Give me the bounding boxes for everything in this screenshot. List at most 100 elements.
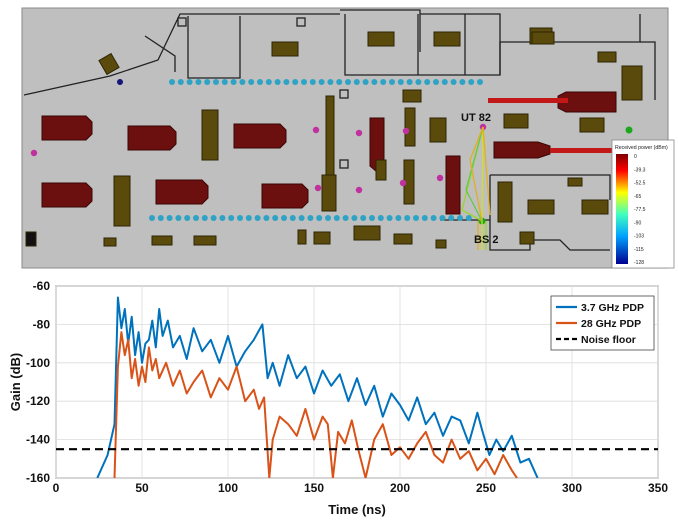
x-tick-labels: 0 50 100 150 200 250 300 350	[53, 481, 669, 495]
bs-label: BS 2	[474, 234, 498, 246]
access-point-dots	[149, 79, 483, 221]
access-point-dot	[448, 215, 455, 221]
access-point-dot	[219, 215, 226, 221]
access-point-dot	[457, 215, 463, 221]
machine	[41, 182, 93, 208]
access-point-dot	[186, 79, 193, 85]
legend: 3.7 GHz PDP 28 GHz PDP Noise floor	[550, 295, 655, 351]
x-tick-label: 300	[562, 481, 582, 495]
access-point-dot	[413, 215, 419, 221]
access-point-dot	[292, 79, 299, 85]
x-tick-label: 250	[476, 481, 496, 495]
access-point-dot	[345, 79, 351, 85]
colorbar-tick-label: -115	[634, 247, 644, 253]
x-tick-label: 0	[53, 481, 60, 495]
ray-paths	[461, 126, 491, 250]
y-tick-label: -80	[33, 317, 51, 331]
access-point-dot	[265, 79, 272, 85]
series-layer	[56, 296, 658, 478]
series-line-3-7-ghz-pdp	[96, 296, 539, 478]
access-point-dot	[450, 79, 457, 85]
y-tick-label: -120	[26, 394, 50, 408]
access-point-dot	[389, 79, 395, 85]
access-point-dot	[395, 215, 402, 221]
access-point-dot	[193, 215, 199, 221]
access-point-dot	[263, 215, 270, 221]
legend-label: 28 GHz PDP	[581, 318, 641, 330]
access-point-dot	[415, 79, 422, 85]
y-axis-label: Gain (dB)	[8, 353, 23, 412]
x-tick-label: 350	[648, 481, 668, 495]
colorbar-tick-label: -65	[634, 194, 641, 200]
access-point-dot	[157, 215, 164, 221]
access-point-dot	[283, 79, 290, 85]
access-point-dot	[166, 215, 173, 221]
access-point-dot	[439, 215, 446, 221]
access-point-dot	[327, 79, 334, 85]
access-point-dot	[149, 215, 155, 221]
access-point-dot	[433, 79, 439, 85]
x-tick-label: 100	[218, 481, 238, 495]
x-tick-label: 150	[304, 481, 324, 495]
access-point-dot	[175, 215, 182, 221]
machine	[155, 179, 209, 205]
colorbar-ticks: 0 -39.3 -52.5 -65 -77.5 -90 -103 -115 -128	[634, 154, 646, 266]
access-point-dot	[248, 79, 255, 85]
colorbar-tick-label: 0	[634, 154, 637, 160]
y-tick-label: -140	[26, 433, 50, 447]
access-point-dot	[201, 215, 208, 221]
machine	[261, 183, 309, 209]
access-point-dot	[386, 215, 393, 221]
access-point-dot	[318, 79, 325, 85]
colorbar-title: Received power (dBm)	[615, 145, 668, 151]
access-point-dot	[301, 79, 307, 85]
access-point-dot	[237, 215, 243, 221]
machinery-group	[41, 91, 617, 215]
access-point-dot	[459, 79, 466, 85]
floorplan-panel: UT 82 BS 2 Received power (dBm) 0 -39.3 -5…	[21, 7, 675, 269]
access-point-dot	[281, 215, 287, 221]
access-point-dot	[169, 79, 175, 85]
ut-label: UT 82	[461, 112, 491, 124]
access-point-dot	[195, 79, 202, 85]
access-point-dot	[289, 215, 296, 221]
access-point-dot	[204, 79, 211, 85]
green-point	[625, 126, 633, 134]
access-point-dot	[369, 215, 375, 221]
crates-group	[25, 27, 643, 249]
access-point-dot	[353, 79, 360, 85]
machine	[41, 115, 93, 141]
access-point-dot	[430, 215, 437, 221]
series-line-28-ghz-pdp	[113, 331, 518, 478]
machine	[127, 125, 177, 151]
pipes	[488, 98, 612, 153]
access-point-dot	[298, 215, 305, 221]
access-point-dot	[441, 79, 448, 85]
access-point-dot	[477, 79, 483, 85]
colorbar-tick-label: -128	[634, 260, 644, 266]
y-tick-label: -60	[33, 279, 51, 293]
access-point-dot	[424, 79, 431, 85]
dark-blue-point	[117, 79, 123, 85]
legend-label: 3.7 GHz PDP	[581, 302, 644, 314]
access-point-dot	[362, 79, 369, 85]
machine	[233, 123, 287, 149]
colorbar-gradient	[616, 154, 628, 264]
colorbar-legend: Received power (dBm) 0 -39.3 -52.5 -65 -77.5…	[611, 139, 675, 269]
access-point-dot	[342, 215, 349, 221]
access-point-dot	[254, 215, 261, 221]
access-point-dot	[309, 79, 316, 85]
access-point-dot	[406, 79, 413, 85]
access-point-dot	[239, 79, 246, 85]
access-point-dot	[351, 215, 358, 221]
access-point-dot	[230, 79, 237, 85]
access-point-dot	[221, 79, 228, 85]
colorbar-tick-label: -52.5	[634, 181, 646, 187]
machine	[493, 141, 551, 159]
access-point-dot	[272, 215, 279, 221]
access-point-dot	[336, 79, 343, 85]
pdp-chart: 0 50 100 150 200 250 300 350 -60 -80 -100 -120 -140…	[8, 279, 669, 517]
access-point-dot	[245, 215, 252, 221]
legend-label: Noise floor	[581, 334, 636, 346]
access-point-dot	[404, 215, 411, 221]
